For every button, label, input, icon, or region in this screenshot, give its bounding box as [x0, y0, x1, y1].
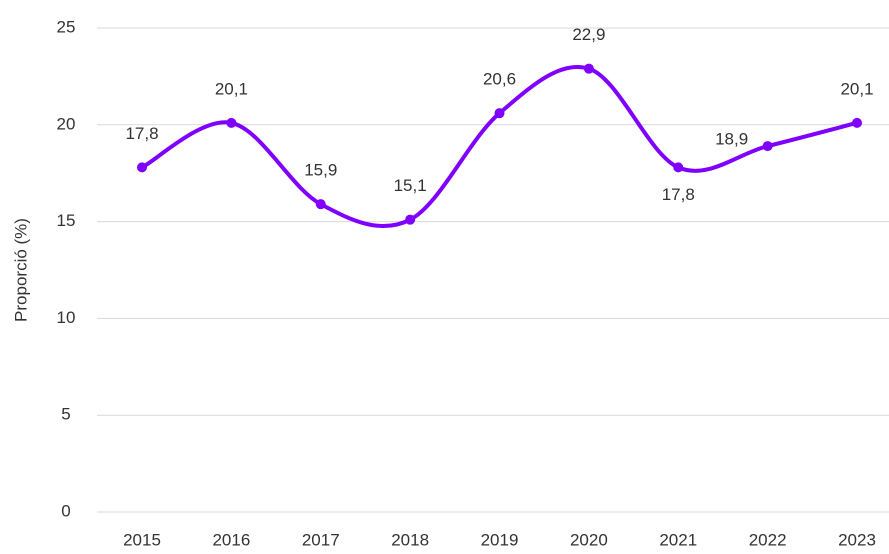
- x-tick-label: 2018: [391, 530, 429, 549]
- point: [852, 117, 862, 128]
- point: [137, 162, 147, 173]
- point: [673, 162, 684, 173]
- data-label: 17,8: [662, 185, 695, 204]
- x-tick-label: 2021: [659, 530, 697, 549]
- x-tick-label: 2016: [212, 530, 250, 549]
- x-tick-label: 2023: [838, 530, 876, 549]
- y-tick-label: 25: [57, 17, 76, 36]
- data-label: 20,1: [840, 79, 873, 98]
- y-tick-label: 0: [61, 501, 70, 520]
- y-tick-label: 15: [57, 211, 76, 230]
- data-label: 20,6: [483, 70, 516, 89]
- y-tick-label: 5: [61, 405, 70, 424]
- y-tick-label: 20: [57, 114, 76, 133]
- data-label: 17,8: [125, 124, 158, 143]
- data-label: 20,1: [215, 79, 248, 98]
- data-label: 15,1: [394, 176, 427, 195]
- x-tick-label: 2015: [123, 530, 161, 549]
- y-tick-label: 10: [57, 308, 76, 327]
- x-tick-label: 2020: [570, 530, 608, 549]
- y-axis-label: Proporció (%): [11, 218, 30, 322]
- x-tick-label: 2022: [749, 530, 787, 549]
- x-tick-label: 2017: [302, 530, 340, 549]
- point: [226, 117, 237, 128]
- point: [405, 214, 416, 225]
- line: [140, 65, 859, 229]
- point: [494, 108, 505, 119]
- point: [762, 141, 773, 152]
- point: [315, 199, 326, 210]
- point: [583, 63, 594, 74]
- data-label: 18,9: [715, 130, 748, 149]
- data-label: 22,9: [572, 25, 605, 44]
- data-label: 15,9: [304, 161, 337, 180]
- x-tick-label: 2019: [481, 530, 519, 549]
